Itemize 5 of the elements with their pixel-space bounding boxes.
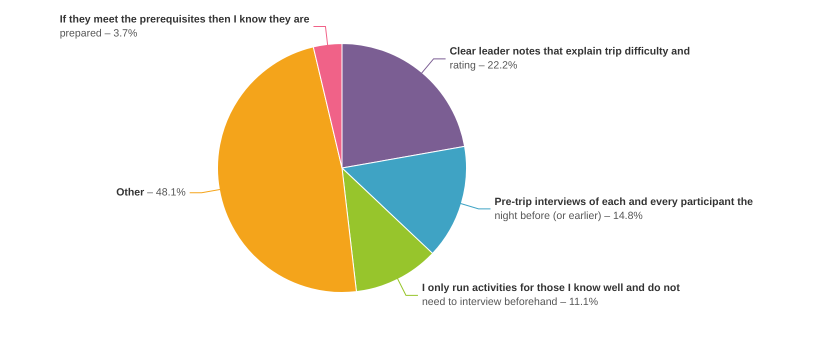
slice-label: Pre-trip interviews of each and every participant the night before (or earlier) – 14.8% (494, 196, 754, 222)
slice-label: Clear leader notes that explain trip difficulty and rating – 22.2% (450, 46, 690, 72)
slice-label: If they meet the prerequisites then I know they are prepared – 3.7% (60, 13, 310, 40)
slice-label: I only run activities for those I know well and do not need to interview beforehand – 11.1% (422, 282, 680, 308)
slice-label: Other – 48.1% (116, 186, 186, 199)
